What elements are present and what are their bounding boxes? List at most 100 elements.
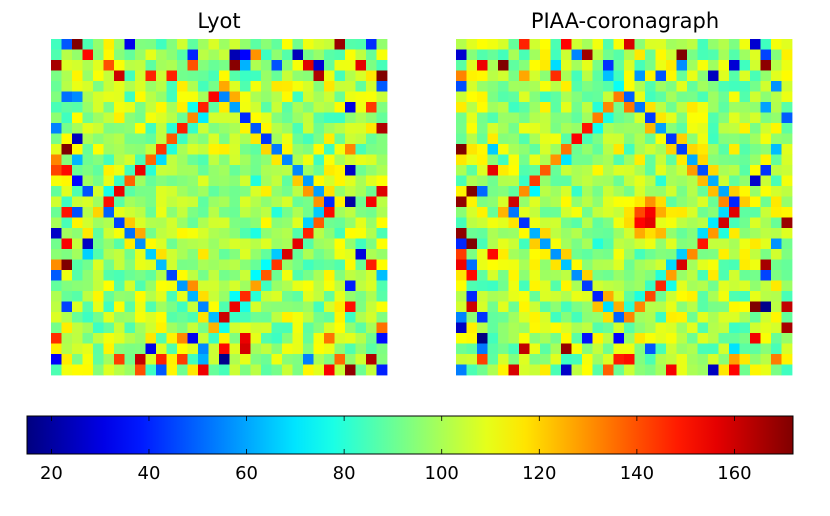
lyot-cell (366, 333, 377, 344)
lyot-cell (313, 144, 325, 155)
lyot-cell (324, 123, 335, 134)
piaa-cell (771, 270, 782, 281)
piaa-cell (529, 270, 541, 281)
lyot-cell (103, 322, 115, 334)
lyot-cell (177, 270, 188, 281)
lyot-cell (198, 217, 209, 229)
lyot-cell (166, 364, 178, 376)
piaa-cell (645, 165, 656, 176)
lyot-cell (271, 39, 283, 50)
colorbar-tick-label: 40 (138, 463, 161, 484)
lyot-cell (229, 133, 241, 145)
piaa-cell (466, 280, 478, 292)
piaa-cell (739, 154, 751, 166)
lyot-cell (292, 270, 304, 281)
piaa-cell (561, 60, 572, 71)
lyot-cell (93, 154, 104, 166)
lyot-cell (208, 91, 220, 103)
piaa-cell (760, 186, 772, 197)
lyot-cell (313, 207, 325, 218)
piaa-cell (666, 49, 677, 61)
lyot-cell (187, 196, 199, 208)
lyot-cell (72, 70, 83, 82)
lyot-cell (72, 333, 83, 344)
piaa-cell (645, 259, 656, 271)
piaa-cell (771, 291, 782, 302)
lyot-cell (366, 186, 377, 197)
piaa-cell (624, 144, 635, 155)
piaa-cell (466, 91, 478, 103)
piaa-cell (771, 60, 782, 71)
piaa-cell (519, 123, 530, 134)
lyot-cell (282, 81, 293, 92)
lyot-cell (51, 123, 62, 134)
piaa-cell (750, 259, 761, 271)
lyot-cell (282, 133, 293, 145)
piaa-cell (477, 196, 488, 208)
piaa-cell (634, 49, 646, 61)
piaa-cell (687, 144, 698, 155)
piaa-cell (729, 280, 740, 292)
lyot-cell (376, 165, 388, 176)
lyot-cell (324, 322, 335, 334)
piaa-cell (456, 186, 467, 197)
panel-title-lyot: Lyot (197, 9, 240, 33)
piaa-cell (477, 259, 488, 271)
piaa-cell (655, 91, 667, 103)
piaa-cell (582, 301, 593, 313)
lyot-cell (292, 249, 304, 260)
piaa-cell (729, 70, 740, 82)
piaa-cell (603, 207, 614, 218)
piaa-cell (624, 207, 635, 218)
piaa-cell (666, 259, 677, 271)
piaa-cell (540, 249, 551, 260)
lyot-cell (93, 354, 104, 365)
lyot-cell (292, 70, 304, 82)
piaa-cell (540, 133, 551, 145)
piaa-cell (666, 207, 677, 218)
piaa-cell (540, 207, 551, 218)
piaa-cell (498, 301, 509, 313)
lyot-cell (51, 217, 62, 229)
piaa-cell (718, 270, 730, 281)
piaa-cell (718, 322, 730, 334)
lyot-cell (229, 154, 241, 166)
piaa-cell (718, 291, 730, 302)
piaa-cell (697, 228, 709, 239)
lyot-cell (135, 228, 146, 239)
lyot-cell (219, 291, 230, 302)
lyot-cell (114, 333, 125, 344)
lyot-cell (229, 333, 241, 344)
lyot-cell (114, 270, 125, 281)
piaa-cell (508, 270, 520, 281)
piaa-cell (592, 207, 604, 218)
lyot-cell (135, 270, 146, 281)
lyot-cell (324, 102, 335, 113)
piaa-cell (750, 291, 761, 302)
piaa-cell (498, 112, 509, 124)
lyot-cell (72, 102, 83, 113)
lyot-cell (198, 312, 209, 323)
piaa-cell (456, 91, 467, 103)
lyot-cell (334, 49, 346, 61)
piaa-cell (687, 228, 698, 239)
lyot-cell (355, 228, 367, 239)
piaa-cell (540, 70, 551, 82)
lyot-cell (187, 333, 199, 344)
piaa-cell (477, 238, 488, 250)
piaa-cell (624, 291, 635, 302)
lyot-cell (219, 259, 230, 271)
lyot-cell (282, 333, 293, 344)
lyot-cell (324, 133, 335, 145)
piaa-cell (466, 39, 478, 50)
piaa-cell (550, 123, 562, 134)
lyot-cell (124, 333, 136, 344)
lyot-cell (250, 123, 262, 134)
piaa-cell (456, 249, 467, 260)
piaa-cell (550, 333, 562, 344)
piaa-cell (687, 312, 698, 323)
piaa-cell (718, 91, 730, 103)
piaa-cell (550, 280, 562, 292)
lyot-cell (166, 270, 178, 281)
piaa-cell (781, 81, 793, 92)
